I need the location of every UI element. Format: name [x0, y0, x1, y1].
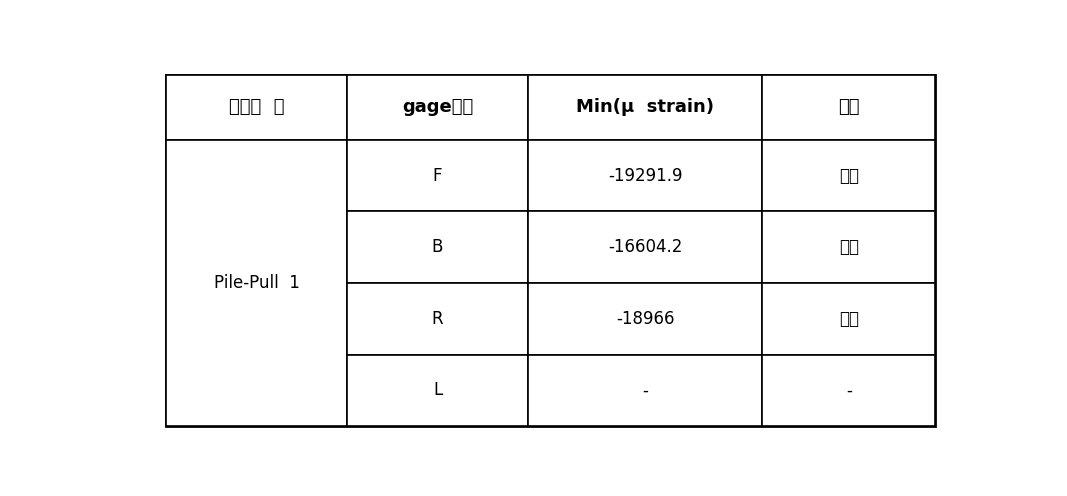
Text: 실험체  명: 실험체 명 [229, 98, 285, 116]
Bar [763, 283, 936, 355]
Bar [528, 211, 763, 283]
Bar [763, 211, 936, 283]
Bar [347, 283, 528, 355]
Bar [528, 283, 763, 355]
Bar [763, 75, 936, 140]
Text: 항복: 항복 [839, 167, 859, 185]
Text: L: L [433, 381, 442, 399]
Text: F: F [433, 167, 443, 185]
Text: -19291.9: -19291.9 [608, 167, 683, 185]
Bar [347, 140, 528, 211]
Text: -16604.2: -16604.2 [608, 238, 683, 256]
Text: 비고: 비고 [839, 98, 860, 116]
Text: Min(μ  strain): Min(μ strain) [576, 98, 714, 116]
Bar [763, 140, 936, 211]
Bar [166, 75, 347, 140]
Text: B: B [432, 238, 443, 256]
Bar [347, 75, 528, 140]
Bar [528, 355, 763, 426]
Bar [166, 140, 347, 426]
Text: 항복: 항복 [839, 238, 859, 256]
Text: -: - [846, 381, 851, 399]
Text: Pile-Pull  1: Pile-Pull 1 [213, 274, 300, 292]
Bar [528, 75, 763, 140]
Bar [528, 140, 763, 211]
Text: 항복: 항복 [839, 310, 859, 328]
Bar [763, 355, 936, 426]
Text: -18966: -18966 [616, 310, 674, 328]
Text: R: R [432, 310, 444, 328]
Bar [347, 355, 528, 426]
Text: gage번호: gage번호 [402, 98, 473, 116]
Text: -: - [642, 381, 648, 399]
Bar [347, 211, 528, 283]
